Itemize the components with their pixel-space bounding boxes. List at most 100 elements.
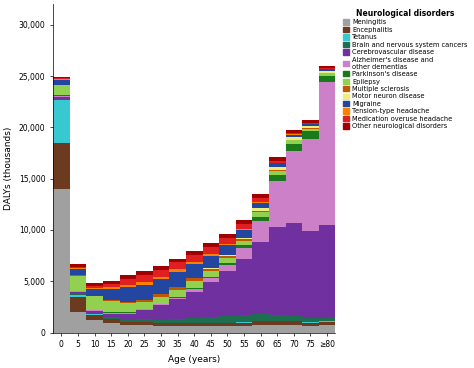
Bar [202, 282, 219, 317]
Bar [86, 296, 103, 309]
Bar [103, 317, 119, 319]
Bar [252, 211, 269, 212]
Bar [236, 315, 252, 322]
Bar [53, 100, 70, 143]
Bar [70, 292, 86, 294]
Bar [236, 238, 252, 239]
Bar [103, 314, 119, 317]
Bar [236, 323, 252, 326]
Bar [86, 286, 103, 288]
Legend: Meningitis, Encephalitis, Tetanus, Brain and nervous system cancers, Cerebrovasc: Meningitis, Encephalitis, Tetanus, Brain… [341, 7, 469, 131]
Bar [302, 323, 319, 326]
Bar [252, 208, 269, 211]
Bar [53, 77, 70, 78]
Bar [119, 285, 136, 287]
Bar [269, 174, 285, 181]
Bar [119, 320, 136, 322]
Bar [236, 239, 252, 241]
Bar [153, 326, 169, 333]
Bar [202, 271, 219, 277]
Bar [202, 278, 219, 282]
Bar [53, 143, 70, 189]
Bar [319, 318, 335, 321]
Bar [269, 325, 285, 333]
Bar [219, 258, 236, 263]
Bar [252, 314, 269, 321]
Bar [103, 281, 119, 284]
Bar [302, 139, 319, 231]
Bar [219, 271, 236, 316]
Bar [70, 268, 86, 269]
Bar [236, 224, 252, 229]
Bar [103, 323, 119, 333]
Bar [136, 325, 153, 333]
Bar [70, 297, 86, 312]
Bar [269, 167, 285, 170]
Bar [252, 217, 269, 221]
Bar [285, 152, 302, 223]
Bar [86, 288, 103, 289]
Bar [53, 78, 70, 79]
Bar [302, 322, 319, 323]
Bar [219, 256, 236, 258]
Bar [186, 289, 202, 291]
Bar [103, 313, 119, 314]
Bar [119, 313, 136, 314]
Bar [269, 161, 285, 163]
Bar [86, 289, 103, 296]
Bar [119, 325, 136, 333]
Bar [86, 313, 103, 314]
Bar [285, 325, 302, 333]
Bar [252, 198, 269, 202]
Bar [186, 264, 202, 278]
Bar [70, 312, 86, 333]
Bar [219, 238, 236, 244]
Bar [186, 255, 202, 262]
Bar [319, 66, 335, 68]
Bar [252, 221, 269, 242]
Bar [219, 263, 236, 265]
Bar [136, 310, 153, 319]
X-axis label: Age (years): Age (years) [168, 355, 220, 364]
Bar [53, 189, 70, 333]
Bar [86, 311, 103, 313]
Bar [285, 141, 302, 144]
Bar [153, 305, 169, 320]
Bar [219, 265, 236, 271]
Bar [302, 124, 319, 126]
Bar [219, 244, 236, 245]
Bar [269, 170, 285, 171]
Bar [202, 247, 219, 254]
Bar [136, 319, 153, 322]
Bar [236, 245, 252, 248]
Bar [269, 158, 285, 161]
Bar [202, 254, 219, 256]
Bar [219, 234, 236, 238]
Bar [70, 295, 86, 297]
Bar [86, 315, 103, 320]
Bar [136, 275, 153, 282]
Bar [285, 223, 302, 316]
Bar [86, 310, 103, 311]
Bar [103, 284, 119, 287]
Bar [103, 300, 119, 301]
Bar [319, 72, 335, 73]
Bar [186, 291, 202, 318]
Bar [252, 194, 269, 198]
Bar [53, 96, 70, 99]
Bar [136, 285, 153, 300]
Bar [202, 277, 219, 278]
Bar [285, 316, 302, 321]
Bar [269, 171, 285, 174]
Bar [186, 288, 202, 289]
Bar [153, 304, 169, 305]
Bar [285, 135, 302, 137]
Bar [219, 323, 236, 326]
Bar [153, 266, 169, 270]
Bar [319, 73, 335, 75]
Bar [252, 321, 269, 325]
Bar [186, 323, 202, 326]
Bar [53, 80, 70, 85]
Bar [319, 225, 335, 318]
Bar [53, 85, 70, 95]
